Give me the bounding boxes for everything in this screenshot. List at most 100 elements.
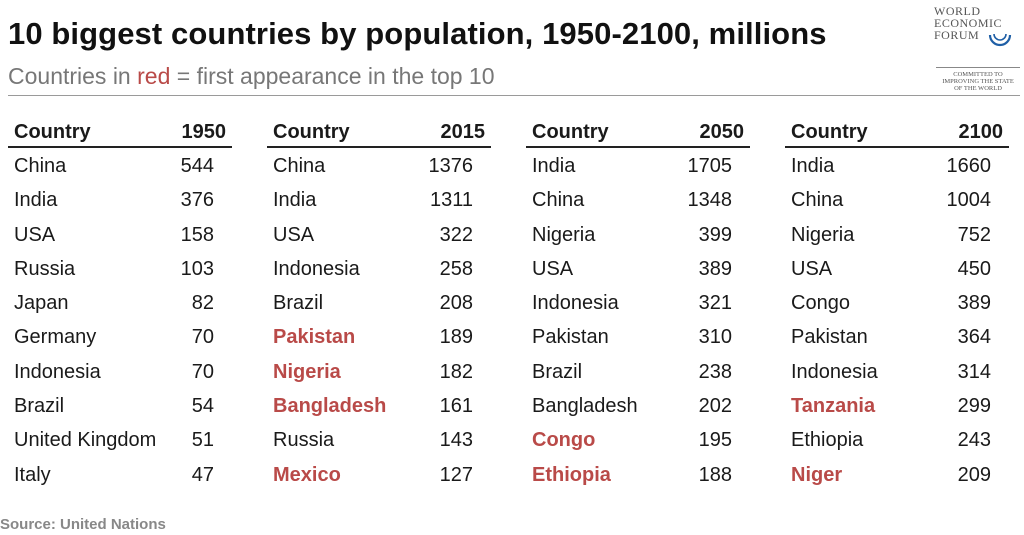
population-value: 188 [698,463,732,486]
table-2015: Country 2015 China 1376 India 1311 USA 322 Indon… [267,118,491,492]
population-value: 450 [957,257,991,280]
table-row: Nigeria 752 [785,218,1009,252]
country-name: China [273,155,326,177]
population-value: 376 [180,189,214,212]
country-name: USA [532,257,574,280]
subtitle-before: Countries in [8,63,138,89]
table-header: Country 2100 [785,118,1009,148]
country-name: Russia [273,429,335,452]
country-name: Tanzania [791,395,876,418]
table-row: USA 389 [526,252,750,286]
country-name: Indonesia [532,292,619,315]
page-title: 10 biggest countries by population, 1950… [8,16,827,51]
table-header: Country 2050 [526,118,750,148]
header-divider [8,95,1020,96]
population-value: 1311 [429,189,473,212]
wef-logo: WORLD ECONOMIC FORUM COMMITTED TO IMPROV… [928,5,1022,92]
country-name: Japan [14,292,69,315]
population-value: 195 [698,429,732,452]
subtitle-red-word: red [137,63,171,89]
wef-tagline: COMMITTED TO IMPROVING THE STATE OF THE … [934,71,1022,92]
table-row: Congo 389 [785,286,1009,320]
population-value: 322 [439,223,473,246]
country-name: Niger [791,463,843,486]
column-header-year: 1950 [181,121,227,143]
population-value: 299 [957,395,991,418]
table-row: Indonesia 70 [8,355,232,389]
population-value: 158 [180,223,214,246]
table-row: India 376 [8,183,232,217]
country-name: Brazil [14,395,65,418]
table-row: China 544 [8,149,232,183]
population-value: 544 [180,155,214,177]
wef-line-3: FORUM [934,28,980,42]
table-row: Ethiopia 188 [526,458,750,492]
population-value: 1660 [946,155,992,177]
country-name: India [532,155,576,177]
country-name: Pakistan [532,326,609,349]
table-row: Ethiopia 243 [785,423,1009,457]
table-row: Germany 70 [8,320,232,354]
population-value: 54 [191,395,214,418]
country-name: Ethiopia [532,463,611,486]
table-row: Tanzania 299 [785,389,1009,423]
table-row: Brazil 238 [526,355,750,389]
population-value: 321 [698,292,732,315]
table-row: USA 450 [785,252,1009,286]
country-name: Congo [532,429,596,452]
population-value: 82 [191,292,214,315]
table-row: United Kingdom 51 [8,423,232,457]
column-header-year: 2050 [699,121,745,143]
country-name: USA [14,223,56,246]
country-name: India [273,189,317,212]
subtitle: Countries in red = first appearance in t… [8,63,495,90]
wef-logo-divider [936,67,1020,68]
country-name: China [791,189,844,212]
country-name: Germany [14,326,97,349]
population-value: 182 [439,360,473,383]
table-row: Pakistan 189 [267,320,491,354]
country-name: Indonesia [273,257,360,280]
population-value: 1705 [687,155,733,177]
table-1950: Country 1950 China 544 India 376 USA 158 Russia 1… [8,118,232,492]
population-value: 238 [698,360,732,383]
population-value: 208 [439,292,473,315]
table-row: Russia 103 [8,252,232,286]
population-value: 47 [191,463,214,486]
population-value: 202 [698,395,732,418]
table-row: China 1004 [785,183,1009,217]
country-name: Brazil [273,292,324,315]
table-row: Indonesia 258 [267,252,491,286]
country-name: Nigeria [532,223,596,246]
table-row: India 1311 [267,183,491,217]
table-row: China 1376 [267,149,491,183]
population-value: 364 [957,326,991,349]
table-row: Russia 143 [267,423,491,457]
population-value: 1004 [946,189,992,212]
column-header-year: 2015 [440,121,486,143]
table-row: Bangladesh 202 [526,389,750,423]
table-row: India 1705 [526,149,750,183]
column-header-country: Country [273,121,350,143]
population-value: 103 [180,257,214,280]
population-value: 258 [439,257,473,280]
population-value: 127 [439,463,473,486]
population-value: 399 [698,223,732,246]
population-value: 1376 [428,155,474,177]
population-value: 389 [698,257,732,280]
country-name: USA [273,223,315,246]
wef-wordmark: WORLD ECONOMIC FORUM [934,5,1002,41]
country-name: Brazil [532,360,583,383]
table-2050: Country 2050 India 1705 China 1348 Nigeria 399 U… [526,118,750,492]
column-header-year: 2100 [958,121,1004,143]
country-name: Italy [14,463,51,486]
population-value: 243 [957,429,991,452]
column-header-country: Country [532,121,609,143]
population-value: 189 [439,326,473,349]
population-value: 143 [439,429,473,452]
population-value: 389 [957,292,991,315]
population-value: 310 [698,326,732,349]
table-row: Indonesia 321 [526,286,750,320]
population-value: 314 [957,360,991,383]
wef-tagline-1: COMMITTED TO [953,71,1003,78]
